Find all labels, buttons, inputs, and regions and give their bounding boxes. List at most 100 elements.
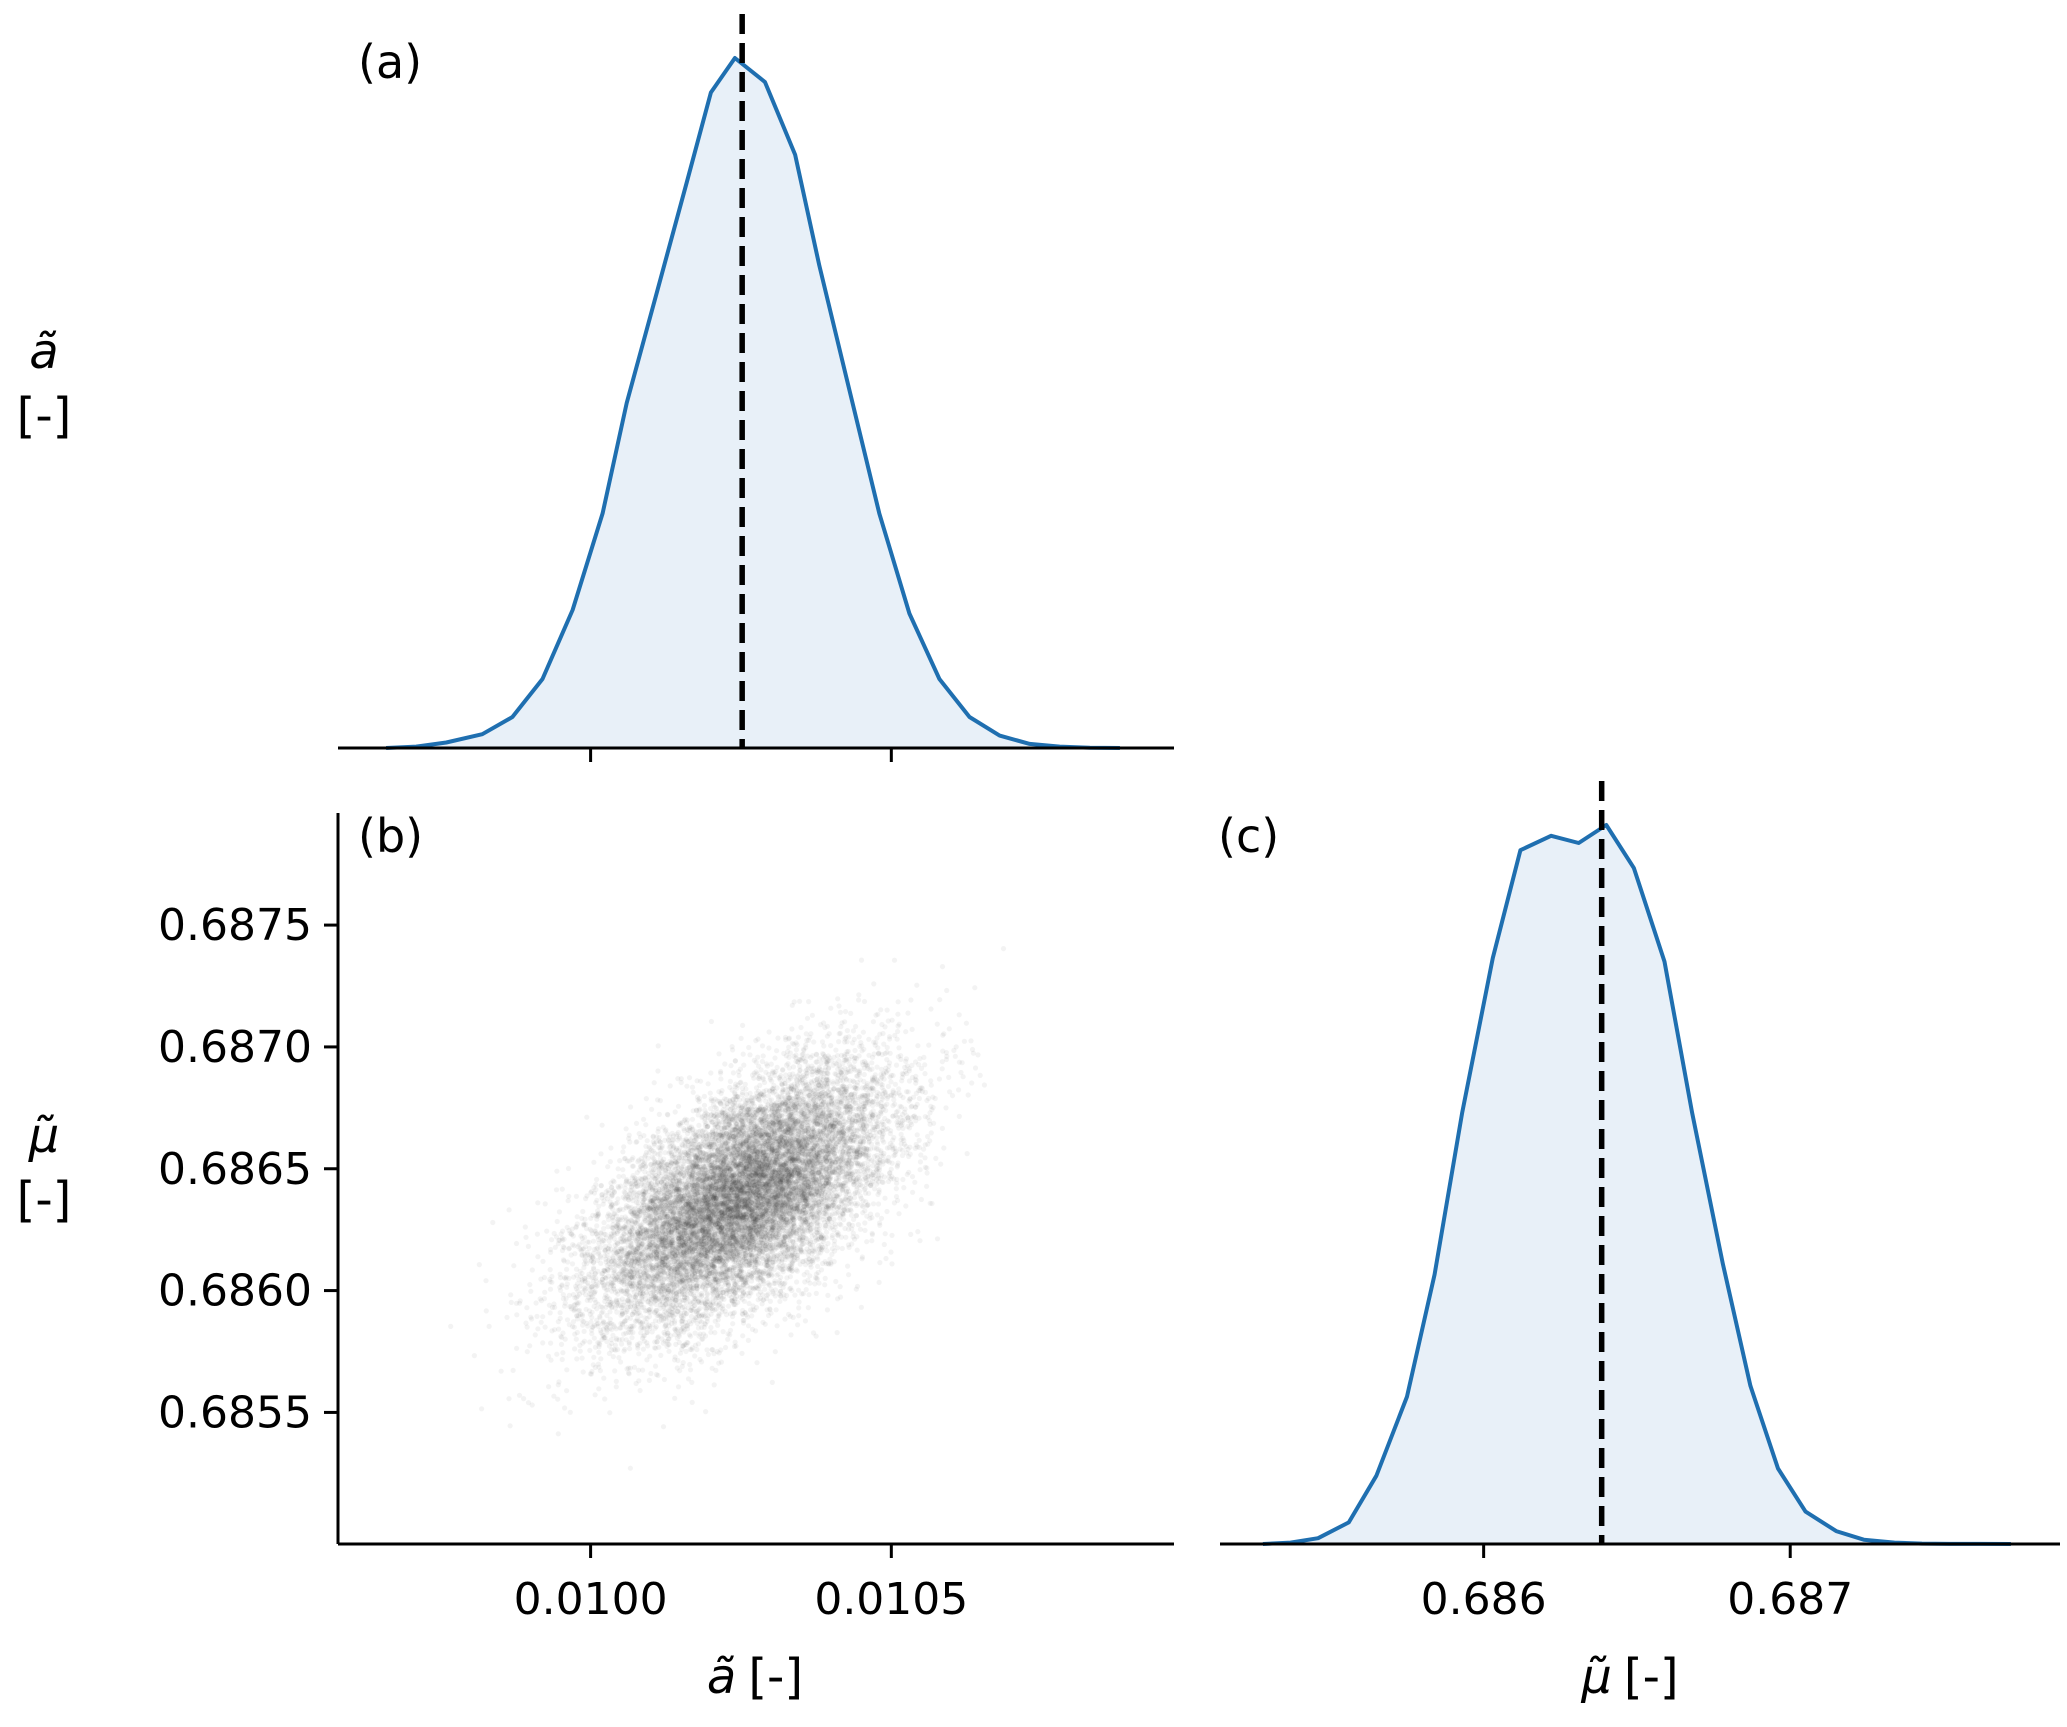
scatter-point (859, 1094, 865, 1100)
scatter-point (606, 1243, 613, 1249)
scatter-point (738, 1193, 744, 1199)
scatter-point (729, 1208, 735, 1214)
scatter-point (753, 1112, 759, 1118)
scatter-point (827, 1162, 833, 1168)
scatter-point (842, 1065, 848, 1071)
scatter-point (734, 1225, 740, 1231)
scatter-point (823, 1159, 829, 1165)
scatter-point (684, 1220, 690, 1226)
scatter-point (741, 1165, 747, 1171)
scatter-point (884, 1044, 890, 1051)
scatter-point (744, 1203, 750, 1209)
scatter-point (855, 1144, 861, 1150)
scatter-point (744, 1216, 750, 1222)
scatter-point (705, 1230, 712, 1236)
scatter-point (759, 1187, 766, 1193)
scatter-point (558, 1333, 564, 1339)
scatter-point (684, 1268, 690, 1275)
scatter-point (557, 1287, 564, 1293)
scatter-point (793, 1110, 799, 1116)
scatter-point (710, 1265, 716, 1272)
scatter-point (584, 1261, 590, 1267)
scatter-point (698, 1250, 704, 1256)
scatter-point (775, 1163, 781, 1169)
scatter-point (640, 1250, 646, 1256)
scatter-point (791, 1209, 797, 1215)
scatter-point (653, 1371, 660, 1378)
scatter-point (749, 1234, 755, 1241)
scatter-point (678, 1276, 684, 1282)
scatter-point (757, 1234, 763, 1240)
scatter-point (755, 1183, 762, 1189)
scatter-point (562, 1405, 568, 1411)
scatter-point (591, 1354, 597, 1360)
scatter-point (809, 1160, 815, 1166)
scatter-point (479, 1406, 485, 1412)
scatter-point (572, 1331, 578, 1337)
scatter-point (845, 1263, 851, 1269)
scatter-point (662, 1323, 668, 1329)
scatter-point (822, 1157, 828, 1163)
scatter-point (644, 1315, 650, 1322)
scatter-point (648, 1166, 654, 1172)
scatter-point (662, 1258, 668, 1264)
scatter-point (858, 957, 865, 963)
scatter-point (690, 1235, 697, 1241)
scatter-point (759, 1164, 765, 1170)
scatter-point (703, 1409, 709, 1415)
scatter-point (738, 1130, 744, 1136)
scatter-point (547, 1310, 553, 1316)
scatter-point (559, 1186, 565, 1192)
scatter-point (947, 1089, 953, 1095)
scatter-point (742, 1202, 748, 1208)
scatter-point (816, 1170, 822, 1176)
scatter-point (730, 1070, 737, 1076)
scatter-point (593, 1275, 599, 1281)
scatter-point (842, 1095, 848, 1101)
scatter-point (715, 1199, 721, 1205)
scatter-point (682, 1216, 689, 1222)
scatter-point (787, 1190, 793, 1197)
scatter-point (800, 1107, 806, 1113)
scatter-point (844, 1069, 850, 1075)
scatter-point (801, 1217, 808, 1223)
scatter-point (795, 1118, 801, 1124)
scatter-point (875, 1201, 882, 1207)
scatter-point (775, 1244, 781, 1250)
scatter-point (908, 1231, 914, 1237)
scatter-point (824, 1124, 830, 1130)
scatter-point (878, 1007, 884, 1013)
scatter-point (739, 1197, 745, 1203)
scatter-point (784, 1223, 790, 1229)
scatter-point (668, 1221, 674, 1227)
scatter-point (839, 1245, 845, 1252)
scatter-point (584, 1252, 591, 1258)
panel-b: 0.0100 0.0105 0.6855 0.6860 0.6865 0.687… (17, 809, 1174, 1705)
scatter-point (690, 1250, 696, 1256)
scatter-point (742, 1115, 748, 1121)
scatter-point (699, 1283, 706, 1290)
scatter-point (834, 1079, 840, 1085)
scatter-point (720, 1208, 726, 1214)
scatter-point (508, 1292, 514, 1298)
scatter-point (650, 1236, 656, 1242)
scatter-point (612, 1368, 618, 1374)
scatter-point (827, 1225, 833, 1231)
scatter-point (781, 1193, 787, 1199)
scatter-point (594, 1223, 600, 1229)
scatter-point (758, 1132, 764, 1138)
scatter-point (759, 1218, 765, 1224)
scatter-point (747, 1232, 753, 1238)
scatter-point (744, 1180, 750, 1186)
scatter-point (769, 1228, 775, 1234)
scatter-point (711, 1201, 718, 1207)
scatter-point (762, 1152, 768, 1158)
scatter-point (815, 1106, 821, 1113)
scatter-point (740, 1141, 746, 1147)
scatter-point (815, 1263, 821, 1269)
scatter-point (699, 1228, 705, 1234)
scatter-point (692, 1298, 698, 1304)
scatter-point (738, 1138, 744, 1144)
scatter-point (844, 1028, 851, 1034)
scatter-point (827, 1123, 834, 1129)
